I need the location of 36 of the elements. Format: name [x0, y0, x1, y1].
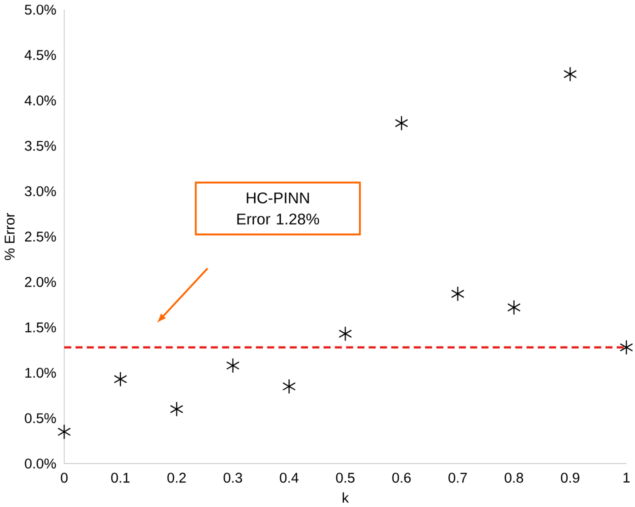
point [507, 300, 521, 315]
point [451, 286, 464, 302]
x-tick-label: 0.1 [111, 472, 130, 483]
point [564, 66, 577, 82]
y-tick-label: 4.0% [24, 95, 56, 106]
point [170, 401, 184, 417]
point [620, 340, 634, 355]
point [58, 424, 71, 440]
x-tick-label: 0.6 [392, 472, 411, 483]
point [114, 371, 128, 387]
y-tick-label: 1.0% [25, 368, 56, 378]
y-tick-label: 3.0% [24, 186, 56, 196]
y-tick-label: 5.0% [24, 4, 56, 14]
y-tick-label: 4.5% [24, 50, 56, 60]
annotation: HC-PINN Error 1.28% [237, 192, 320, 224]
y-tick-label: 2.0% [25, 276, 56, 287]
point [282, 378, 296, 394]
y-tick-label: 2.5% [25, 231, 56, 242]
point [394, 115, 408, 131]
y-axis-title: % Error [4, 212, 15, 260]
x-tick-label: 1 [624, 472, 630, 482]
x-tick-label: 0.5 [336, 472, 355, 483]
y-tick-label: 3.5% [24, 140, 56, 151]
x-tick-label: 0.8 [504, 472, 524, 483]
y-tick-label: 0.0% [24, 458, 56, 468]
y-tick-label: 1.5% [25, 322, 56, 332]
x-tick-label: 0.4 [280, 472, 298, 483]
y-tick-label: 0.5% [24, 413, 56, 423]
x-tick-label: 0.3 [224, 472, 242, 483]
point [226, 358, 240, 373]
x-axis-title: k [342, 492, 349, 502]
x-tick-label: 0.9 [560, 472, 580, 483]
x-tick-label: 0 [60, 472, 68, 483]
x-tick-label: 0.2 [167, 472, 186, 483]
x-tick-label: 0.7 [448, 472, 467, 483]
point [338, 326, 352, 342]
